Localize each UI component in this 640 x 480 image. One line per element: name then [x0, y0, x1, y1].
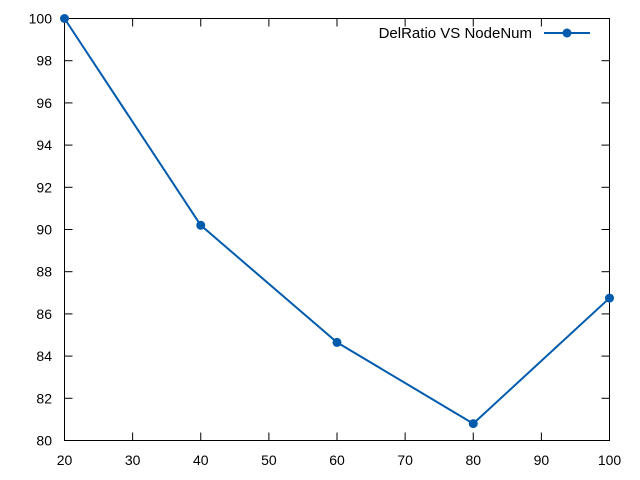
x-tick-label: 70 — [397, 452, 413, 468]
x-tick-label: 40 — [193, 452, 209, 468]
data-point — [60, 14, 69, 23]
x-tick-label: 60 — [329, 452, 345, 468]
legend-marker-swatch — [562, 28, 572, 38]
legend: DelRatio VS NodeNum — [379, 25, 590, 42]
y-tick-label: 100 — [29, 11, 53, 27]
y-tick-label: 90 — [36, 222, 52, 238]
y-tick-label: 86 — [36, 306, 52, 322]
x-tick-label: 50 — [261, 452, 277, 468]
x-tick-labels: 20 30 40 50 60 70 80 90 100 — [57, 452, 622, 468]
data-point — [605, 293, 614, 303]
x-tick-label: 90 — [534, 452, 550, 468]
data-point — [468, 419, 478, 429]
series-layer — [60, 14, 614, 429]
y-tick-label: 96 — [36, 95, 52, 111]
y-tick-label: 82 — [36, 390, 52, 406]
y-tick-label: 92 — [36, 179, 52, 195]
y-tick-label: 80 — [36, 433, 52, 449]
plot-frame — [64, 18, 610, 441]
y-tick-label: 98 — [36, 53, 52, 69]
data-point — [332, 337, 342, 347]
y-tick-labels: 80 82 84 86 88 90 92 94 96 98 100 — [29, 11, 53, 449]
y-tick-label: 94 — [36, 137, 52, 153]
y-tick-label: 88 — [36, 264, 52, 280]
x-tick-label: 100 — [598, 452, 622, 468]
y-tick-label: 84 — [36, 348, 52, 364]
x-tick-label: 80 — [465, 452, 481, 468]
legend-label: DelRatio VS NodeNum — [379, 25, 532, 42]
x-tick-label: 30 — [125, 452, 141, 468]
data-point — [196, 220, 206, 230]
x-tick-label: 20 — [57, 452, 73, 468]
